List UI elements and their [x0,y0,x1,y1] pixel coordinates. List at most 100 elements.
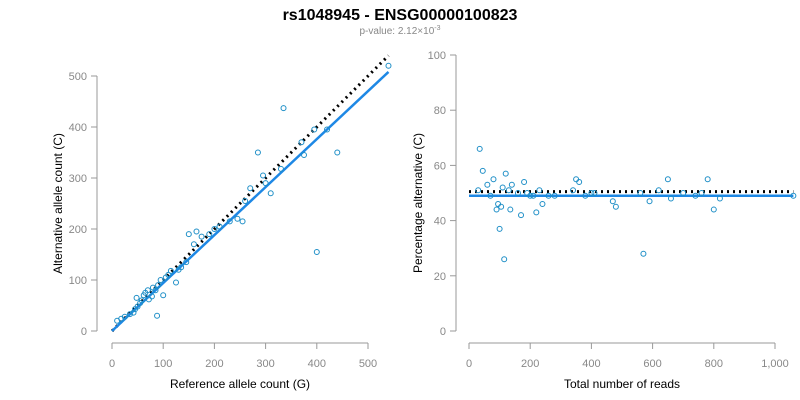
x-tick-label: 0 [466,358,472,370]
data-point [190,241,197,248]
data-point [521,178,528,185]
y-tick-label: 0 [440,326,446,338]
scatter-panel-1: 0 100 200 300 400 500 0 100 200 300 400 500 Referenc… [51,54,392,391]
data-point [539,201,546,208]
x-axis-label: Total number of reads [564,377,680,391]
x-tick-label: 400 [308,358,326,370]
data-point [573,176,580,183]
data-point [637,190,644,196]
p-value-exponent: -3 [434,25,440,32]
data-point [311,126,318,133]
reference-line [110,54,390,333]
data-point [298,139,305,146]
data-point [185,231,192,238]
data-point [609,198,616,205]
data-point [173,279,179,286]
y-tick-label: 20 [434,271,446,283]
data-point [267,190,274,197]
data-point [591,190,598,196]
x-tick-label: 100 [154,358,172,370]
data-point [206,231,213,238]
data-point [498,203,505,210]
y-tick-label: 500 [69,71,87,83]
y-tick-label: 200 [69,224,87,236]
y-tick-label: 400 [69,122,87,134]
data-point [479,167,486,174]
data-point [178,264,185,271]
data-point [183,259,190,266]
x-tick-label: 0 [109,358,115,370]
y-axis-label: Alternative allele count (C) [51,133,65,274]
x-tick-label: 200 [205,358,223,370]
data-point [484,181,491,188]
data-point [280,105,287,112]
data-point [160,292,167,299]
data-point [262,180,269,187]
data-point [655,187,662,194]
data-point [198,233,205,240]
data-point [527,192,534,199]
data-point [487,192,494,199]
data-point [226,218,233,225]
data-point [518,212,525,219]
data-point [493,206,500,213]
data-point [716,195,723,202]
data-point [277,165,284,172]
data-point [545,192,552,199]
data-point [475,187,482,194]
x-tick-label: 500 [359,358,377,370]
data-point [157,277,164,283]
data-point [508,181,515,188]
data-point [254,149,261,156]
data-point [502,170,509,177]
data-point [499,184,506,191]
data-point [130,309,137,316]
data-point [640,250,647,257]
data-point [167,267,174,274]
scatter-panel-2: 0 20 40 60 80 100 0 200 400 600 800 1,000 Total numb… [411,50,797,391]
data-point [211,226,218,232]
data-point [612,203,619,210]
p-value-text: p-value: 2.12×10 [359,26,434,37]
data-point [710,206,717,213]
data-point [507,206,514,213]
data-point [496,225,503,232]
data-point [490,176,497,183]
x-tick-label: 200 [521,358,539,370]
x-tick-label: 800 [705,358,723,370]
data-point [144,287,151,294]
y-tick-label: 100 [428,50,446,62]
data-point [260,172,267,179]
data-point [588,190,595,196]
data-point [570,187,577,194]
data-point [154,312,161,319]
x-tick-label: 600 [643,358,661,370]
data-point [582,192,589,199]
data-point [242,197,249,204]
data-point [247,185,254,192]
data-point [385,62,392,69]
x-axis-label: Reference allele count (G) [170,377,310,391]
data-point [501,256,508,263]
data-point [533,209,540,216]
y-tick-label: 80 [434,105,446,117]
data-point [551,192,558,199]
data-point [313,248,320,255]
y-tick-label: 300 [69,173,87,185]
data-point [667,195,674,202]
data-point [530,192,537,199]
data-point [121,313,128,320]
data-point [664,176,671,183]
data-point [301,152,307,159]
data-point [155,282,162,289]
x-tick-label: 400 [582,358,600,370]
data-point [216,223,223,230]
y-tick-label: 0 [81,326,87,338]
data-point [152,287,159,294]
data-point [193,228,200,235]
x-tick-label: 1,000 [761,358,789,370]
data-point [234,215,241,222]
